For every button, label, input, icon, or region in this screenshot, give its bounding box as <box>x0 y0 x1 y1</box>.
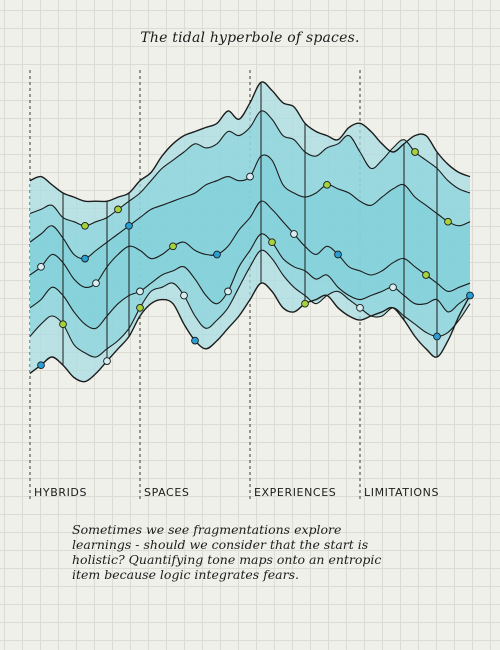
data-point <box>290 230 298 238</box>
data-point <box>114 205 122 214</box>
data-point <box>422 271 430 279</box>
data-point <box>37 361 45 370</box>
data-point <box>246 172 254 181</box>
category-label: EXPERIENCES <box>254 486 336 499</box>
data-point <box>59 320 67 329</box>
series-line <box>29 200 471 293</box>
data-point <box>466 291 474 300</box>
data-point <box>323 180 331 189</box>
chart-title: The tidal hyperbole of spaces. <box>140 30 360 46</box>
data-point <box>169 242 177 251</box>
data-point <box>191 336 199 345</box>
data-point <box>37 262 45 271</box>
inner-band <box>30 154 470 329</box>
data-point <box>224 287 232 296</box>
marker-stems <box>62 82 438 366</box>
category-labels: HYBRIDS SPACES EXPERIENCES LIMITATIONS <box>34 486 439 499</box>
data-point <box>213 250 221 259</box>
data-markers <box>37 148 474 370</box>
data-point <box>356 303 364 312</box>
data-point <box>125 221 133 230</box>
series-line <box>29 110 471 227</box>
data-point <box>136 303 144 312</box>
data-point <box>433 332 441 341</box>
data-point <box>411 148 419 156</box>
data-point <box>81 254 89 263</box>
data-point <box>389 283 397 292</box>
data-point <box>334 250 342 259</box>
data-point <box>81 221 89 230</box>
data-point <box>92 279 100 288</box>
series-line <box>29 249 471 358</box>
data-point <box>268 238 276 247</box>
caption-text: Sometimes we see fragmentations explore … <box>72 522 382 582</box>
data-point <box>180 291 188 300</box>
category-label: HYBRIDS <box>34 486 87 499</box>
data-point <box>444 217 452 226</box>
category-label: LIMITATIONS <box>364 486 439 499</box>
series-line <box>29 81 471 203</box>
series-line <box>29 282 471 383</box>
data-point <box>136 287 144 296</box>
data-point <box>301 299 309 308</box>
data-point <box>103 357 111 365</box>
category-label: SPACES <box>144 486 189 499</box>
